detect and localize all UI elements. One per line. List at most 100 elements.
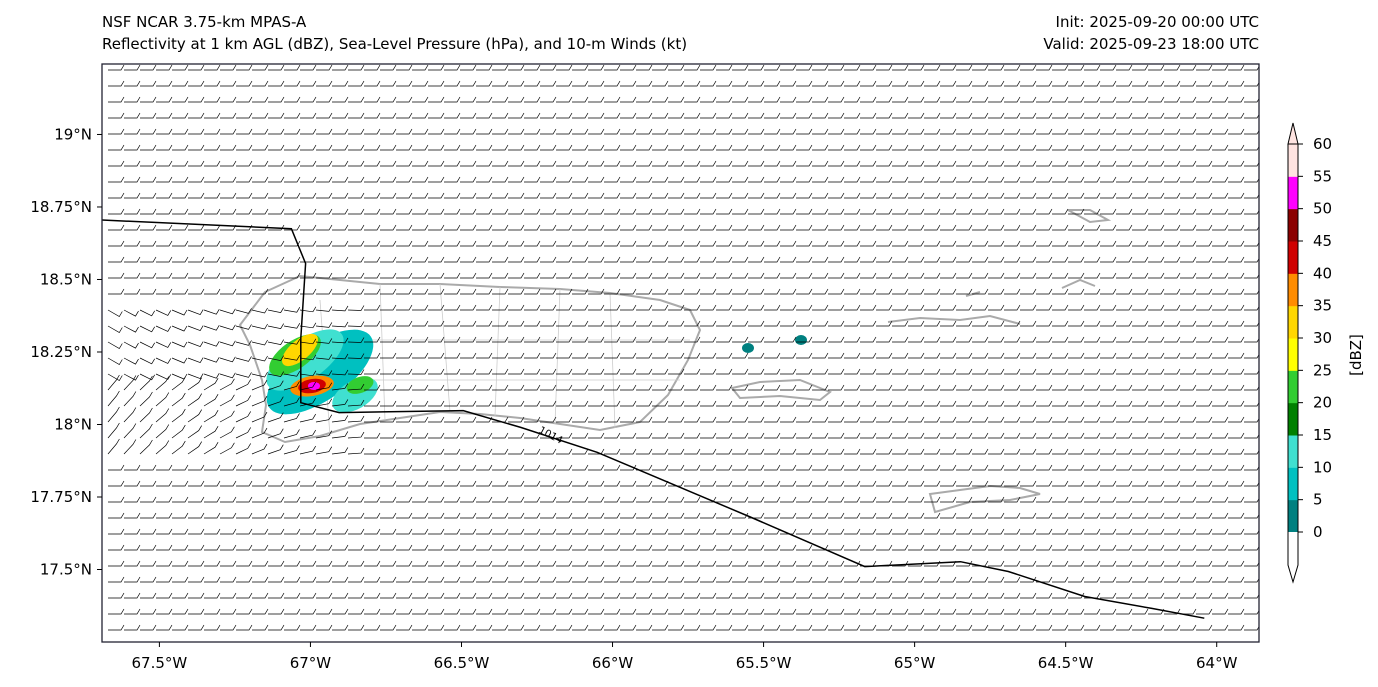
wind-barb [796,480,813,487]
wind-barb [299,381,317,391]
wind-barb [684,144,701,151]
wind-barb [1020,112,1037,119]
wind-barb [220,576,237,583]
wind-barb [780,240,797,247]
wind-barb [812,208,829,215]
wind-barb [1036,192,1053,199]
colorbar-tick-label: 45 [1313,232,1332,250]
wind-barb [428,528,445,535]
wind-barb [492,320,509,327]
wind-barb [956,464,973,471]
wind-barb [796,144,813,151]
wind-barb [476,368,493,375]
wind-barb [1148,208,1165,215]
wind-barb [908,576,925,583]
wind-barb [620,608,637,615]
wind-barb [924,384,941,391]
wind-barb [236,480,253,487]
wind-barb [764,256,781,263]
wind-barb [107,373,123,381]
wind-barb [620,416,637,423]
wind-barb [620,336,637,343]
wind-barb [876,224,893,231]
wind-barb [844,384,861,391]
wind-barb [1164,496,1181,503]
wind-barb [716,432,733,439]
wind-barb [107,390,120,407]
wind-barb [588,80,605,87]
wind-barb [956,496,973,503]
wind-barb [828,208,845,215]
wind-barb [924,176,941,183]
wind-barb [1148,528,1165,535]
wind-barb [556,624,573,631]
wind-barb [732,352,749,359]
y-tick-label: 19°N [54,125,92,143]
wind-barb [764,592,781,599]
wind-barb [1004,464,1021,471]
wind-barb [300,496,317,503]
wind-barb [284,272,301,279]
wind-barb [668,192,685,199]
wind-barb [1164,80,1181,87]
wind-barb [540,480,557,487]
wind-barb [1212,464,1229,471]
wind-barb [108,272,125,279]
wind-barb [140,256,157,263]
wind-barb [1052,144,1069,151]
wind-barb [908,160,925,167]
wind-barb [1100,304,1117,311]
wind-barb [1052,400,1069,407]
wind-barb [284,624,301,631]
wind-barb [460,608,477,615]
wind-barb [1116,432,1133,439]
wind-barb [412,144,429,151]
wind-barb [300,512,317,519]
wind-barb [764,304,781,311]
wind-barb [1020,544,1037,551]
wind-barb [956,208,973,215]
wind-barb [972,96,989,103]
wind-barb [988,624,1005,631]
wind-barb [220,256,237,263]
wind-barb [908,272,925,279]
wind-barb [332,544,349,551]
wind-barb [1132,464,1149,471]
wind-barb [140,144,157,151]
wind-barb [204,480,221,487]
wind-barb [1212,208,1229,215]
wind-barb [588,560,605,567]
wind-barb [684,496,701,503]
wind-barb [1196,304,1213,311]
wind-barb [700,624,717,631]
wind-barb [236,624,253,631]
wind-barb [508,496,525,503]
wind-barb [748,176,765,183]
wind-barb [364,272,381,279]
wind-barb [924,144,941,151]
wind-barb [636,288,653,295]
wind-barb [796,448,813,455]
wind-barb [124,592,141,599]
wind-barb [988,176,1005,183]
wind-barb [396,80,413,87]
wind-barb [1100,272,1117,279]
wind-barb [187,425,203,439]
wind-barb [684,608,701,615]
wind-barb [748,528,765,535]
wind-barb [316,464,333,471]
wind-barb [812,128,829,135]
wind-barb [972,368,989,375]
wind-barb [460,192,477,199]
wind-barb [252,544,269,551]
wind-barb [492,272,509,279]
wind-barb [844,592,861,599]
wind-barb [780,400,797,407]
wind-barb [316,80,333,87]
wind-barb [780,96,797,103]
wind-barb [828,320,845,327]
wind-barb [828,272,845,279]
wind-barb [172,176,189,183]
wind-barb [1244,129,1259,135]
